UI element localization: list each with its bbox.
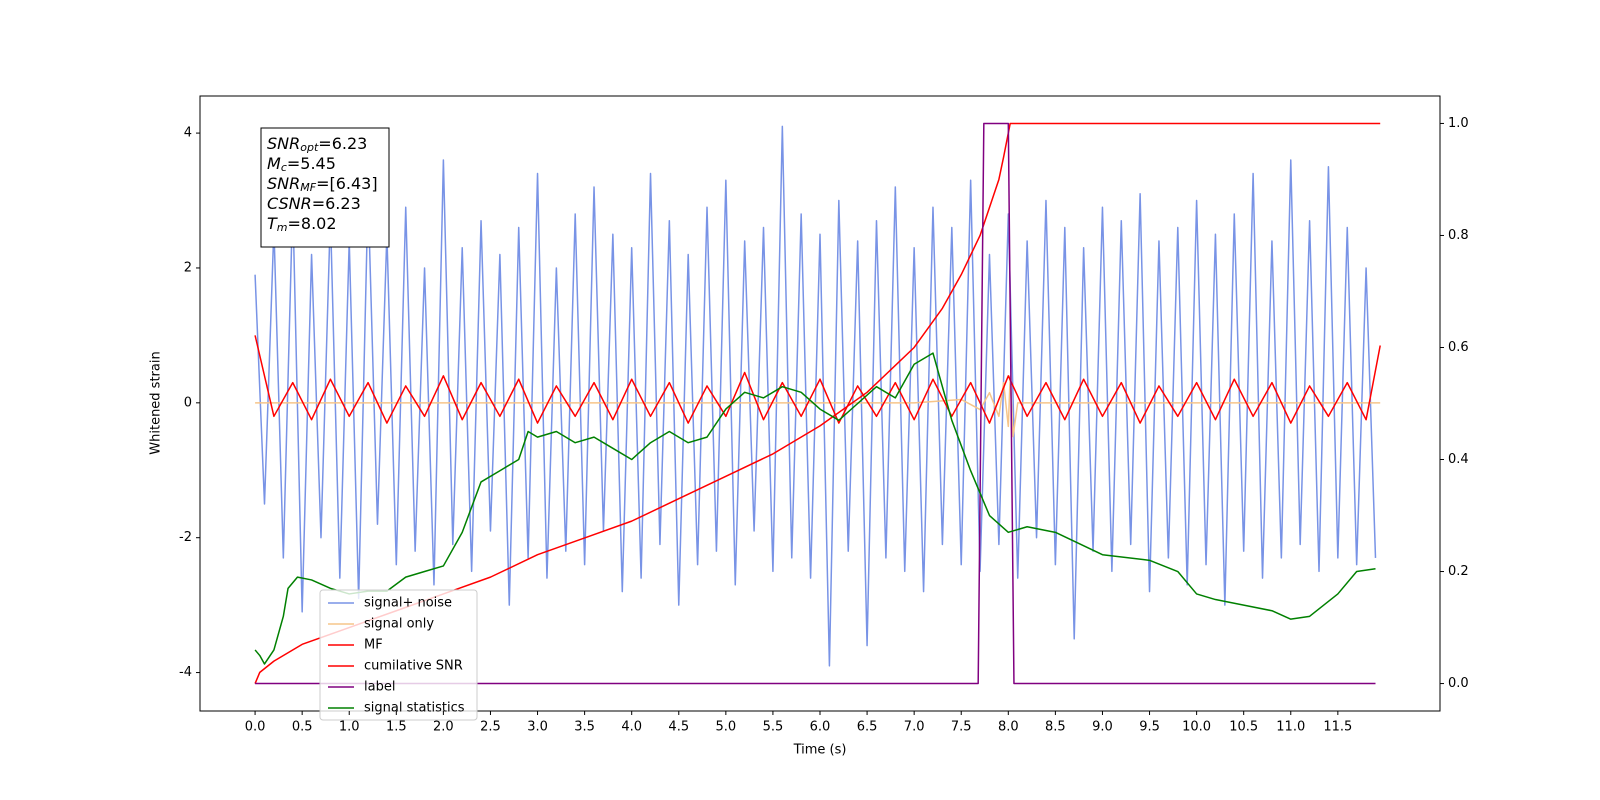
x-tick-label: 11.0 <box>1276 720 1305 735</box>
legend-label: cumilative SNR <box>364 659 463 674</box>
annotation-value: =6.23 <box>318 134 367 153</box>
annotation-line: Mc=5.45 <box>267 154 336 175</box>
x-tick-label: 10.0 <box>1182 720 1211 735</box>
x-tick-label: 8.5 <box>1045 720 1066 735</box>
legend-label: signal statistics <box>364 701 465 716</box>
annotation-symbol: M <box>267 154 281 173</box>
legend-label: signal only <box>364 617 434 632</box>
series-line <box>254 335 1381 424</box>
y-tick-label: 4 <box>184 126 192 141</box>
y-axis-label: Whitened strain <box>149 351 164 454</box>
x-tick-label: 5.5 <box>763 720 784 735</box>
annotation-subscript: opt <box>300 141 319 154</box>
x-tick-label: 10.5 <box>1229 720 1258 735</box>
annotation-symbol: SNR <box>267 134 300 153</box>
x-tick-label: 1.0 <box>339 720 360 735</box>
x-tick-label: 7.5 <box>951 720 972 735</box>
x-tick-label: 8.0 <box>998 720 1019 735</box>
legend-label: signal+ noise <box>364 596 452 611</box>
annotation-subscript: c <box>281 161 287 174</box>
x-tick-label: 4.0 <box>621 720 642 735</box>
series-line <box>255 375 1381 438</box>
annotation-subscript: MF <box>300 181 316 194</box>
annotation-value: =8.02 <box>288 214 337 233</box>
annotation-value: =6.23 <box>312 194 361 213</box>
x-tick-label: 0.0 <box>245 720 266 735</box>
y2-tick-label: 0.0 <box>1448 676 1469 691</box>
annotation-line: SNRMF=[6.43] <box>267 174 378 195</box>
annotation-frame <box>260 127 390 248</box>
y-tick-label: -2 <box>179 530 192 545</box>
legend-frame <box>319 589 478 721</box>
annotation-symbol: CSNR <box>267 194 312 213</box>
x-tick-label: 7.0 <box>904 720 925 735</box>
x-tick-label: 3.0 <box>527 720 548 735</box>
y2-tick-label: 0.8 <box>1448 228 1469 243</box>
y2-tick-label: 0.2 <box>1448 564 1469 579</box>
annotation-line: SNRopt=6.23 <box>267 134 367 155</box>
series-line <box>254 125 1377 667</box>
legend-label: label <box>364 680 395 695</box>
x-tick-label: 4.5 <box>668 720 689 735</box>
x-tick-label: 6.5 <box>857 720 878 735</box>
x-tick-label: 11.5 <box>1323 720 1352 735</box>
annotation-line: CSNR=6.23 <box>267 194 361 213</box>
annotation-line: Tm=8.02 <box>267 214 337 235</box>
x-tick-label: 0.5 <box>292 720 313 735</box>
series-line <box>255 122 1376 685</box>
y-tick-label: -4 <box>179 665 192 680</box>
x-tick-label: 2.0 <box>433 720 454 735</box>
y-tick-label: 0 <box>184 395 192 410</box>
x-tick-label: 9.5 <box>1139 720 1160 735</box>
x-axis-label: Time (s) <box>793 743 847 758</box>
legend: signal+ noise signal only MF cumilative SNR… <box>319 589 478 721</box>
y-tick-label: 2 <box>184 260 192 275</box>
x-tick-label: 6.0 <box>810 720 831 735</box>
x-tick-label: 5.0 <box>716 720 737 735</box>
x-tick-label: 3.5 <box>574 720 595 735</box>
legend-label: MF <box>364 638 383 653</box>
annotation-box: SNRopt=6.23Mc=5.45SNRMF=[6.43]CSNR=6.23T… <box>260 127 390 248</box>
y2-tick-label: 1.0 <box>1448 116 1469 131</box>
x-tick-label: 2.5 <box>480 720 501 735</box>
y2-tick-label: 0.4 <box>1448 452 1469 467</box>
annotation-symbol: SNR <box>267 174 300 193</box>
annotation-value: =[6.43] <box>316 174 378 193</box>
x-tick-label: 1.5 <box>386 720 407 735</box>
x-tick-label: 9.0 <box>1092 720 1113 735</box>
annotation-subscript: m <box>277 221 288 234</box>
annotation-symbol: T <box>267 214 278 233</box>
y2-tick-label: 0.6 <box>1448 340 1469 355</box>
annotation-value: =5.45 <box>287 154 336 173</box>
